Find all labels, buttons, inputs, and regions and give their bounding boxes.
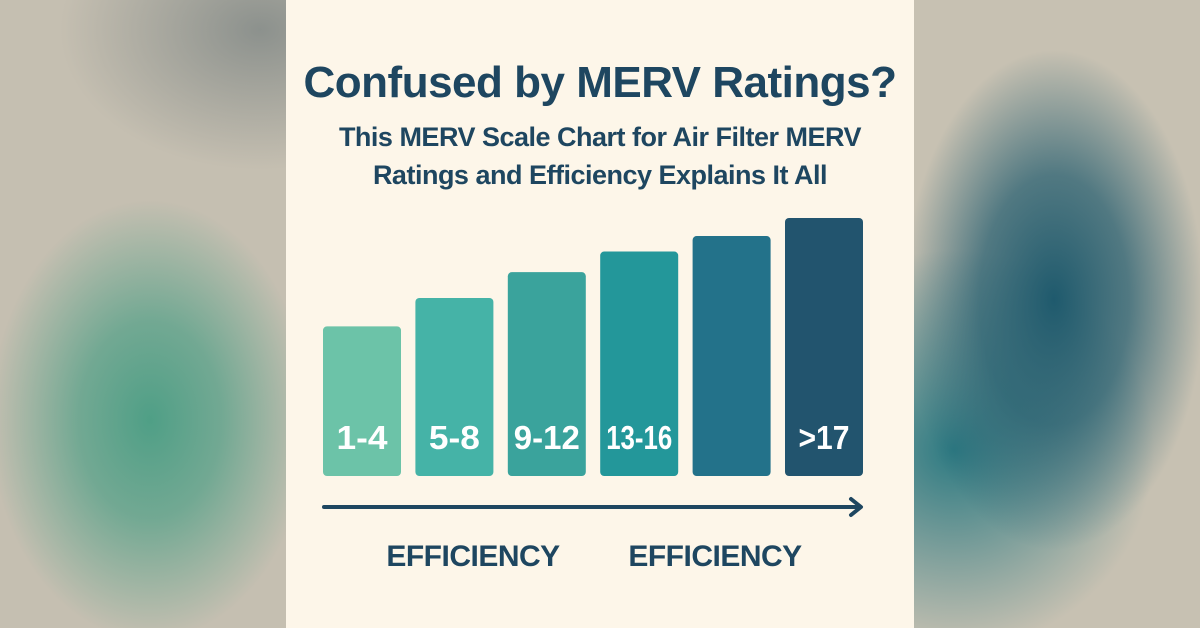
subheadline: This MERV Scale Chart for Air Filter MER… [338, 122, 862, 190]
bar-5 [692, 236, 771, 476]
merv-bar-chart: 1-4 5-8 9-12 13-16 >17 [322, 218, 863, 517]
efficiency-label-low: EFFICIENCY [386, 540, 560, 573]
bar-label: 5-8 [429, 419, 480, 456]
bar-2 [415, 297, 494, 476]
efficiency-arrow-head [849, 497, 863, 517]
efficiency-label-high: EFFICIENCY [628, 540, 802, 573]
bar-label: 1-4 [337, 419, 389, 456]
blurred-background-left [0, 0, 286, 628]
bar-label: 9-12 [514, 419, 580, 456]
bar-1 [323, 326, 401, 476]
bar-3 [507, 272, 586, 476]
headline: Confused by MERV Ratings? [303, 58, 897, 107]
bar-label: >17 [799, 419, 850, 456]
infographic-panel: Confused by MERV Ratings? This MERV Scal… [286, 0, 914, 628]
bar-label: 13-16 [606, 419, 672, 456]
bar-6 [785, 218, 863, 476]
blurred-background-right [914, 0, 1200, 628]
bar-4 [600, 251, 679, 476]
